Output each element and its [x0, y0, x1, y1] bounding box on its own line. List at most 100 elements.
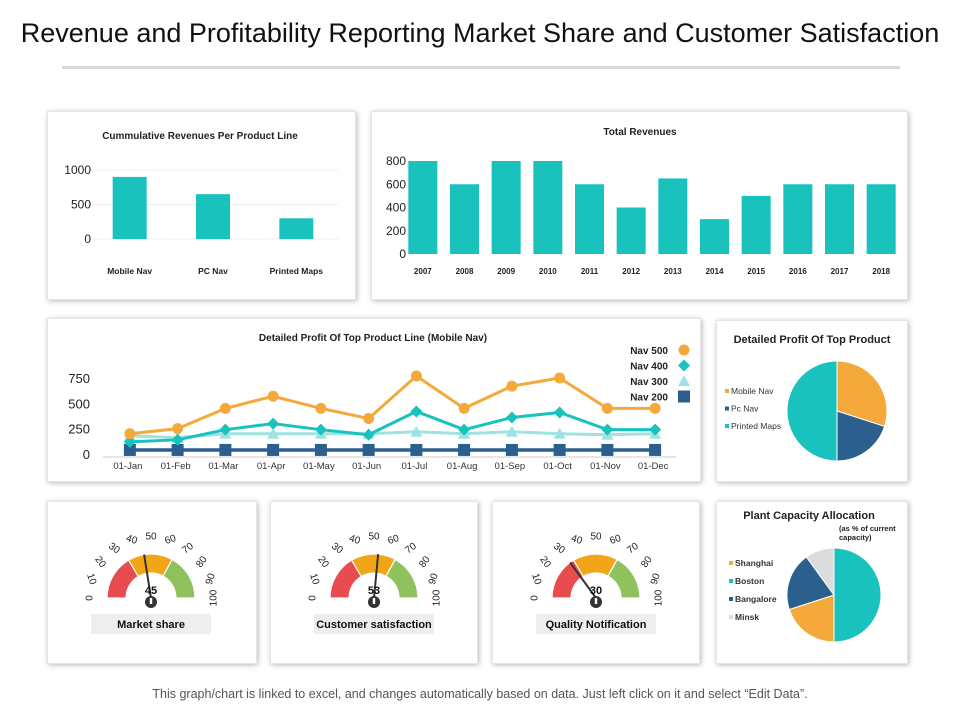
total-revenue-card: Total Revenues 0 200 400 600 800 2007 2008 2009 2… [371, 111, 908, 300]
data-point-nav-500 [410, 370, 422, 382]
chart-title: Plant Capacity Allocation [743, 510, 875, 522]
x-tick-label: PC Nav [198, 266, 228, 276]
market-share-gauge-card: 0 10 20 30 40 50 60 70 80 90 100 45 Market share [47, 501, 257, 664]
x-tick-label: 2012 [622, 267, 640, 276]
pie-slice-printed-maps [786, 360, 838, 462]
y-tick-label: 1000 [64, 163, 91, 177]
footer-note: This graph/chart is linked to excel, and… [152, 687, 808, 701]
data-point-nav-200 [649, 443, 662, 456]
gauge-label-box [314, 614, 434, 634]
bar-mobile-nav [112, 176, 147, 239]
x-tick-label: 01-Sep [495, 461, 526, 472]
x-tick-label: 2008 [456, 267, 474, 276]
x-tick-label: 2014 [706, 267, 724, 276]
legend-label: Nav 400 [630, 362, 668, 373]
x-tick-label: 2007 [414, 267, 432, 276]
legend-label: Shanghai [735, 558, 773, 568]
bar-2013 [658, 178, 688, 254]
gauge-scale-label: 40 [125, 533, 139, 547]
gauge-scale-label: 40 [570, 533, 584, 547]
gauge-scale-label: 20 [537, 554, 553, 570]
gauge-scale-label: 10 [84, 572, 98, 586]
x-tick-label: 01-Feb [161, 461, 191, 472]
gauge-scale-label: 100 [654, 589, 665, 606]
series-line-nav-300 [129, 430, 656, 440]
chart-title: Total Revenues [603, 127, 677, 138]
gauge-hub-mark [594, 598, 598, 604]
customer-satisfaction-gauge-card: 0 10 20 30 40 50 60 70 80 90 100 53 Customer satisfa… [270, 501, 478, 664]
bar-2015 [741, 195, 771, 254]
data-point-nav-500 [649, 402, 661, 414]
bar-2007 [408, 161, 438, 254]
bar-2010 [533, 161, 563, 254]
legend-swatch [729, 561, 733, 565]
gauge-green-band [385, 558, 419, 599]
legend-marker [678, 359, 690, 372]
data-point-nav-200 [362, 443, 375, 456]
y-tick-label: 400 [386, 201, 406, 215]
top-product-pie-chart: Detailed Profit Of Top Product Mobile Nav… [725, 334, 891, 462]
gauge-scale-label: 70 [625, 541, 641, 557]
gauge-needle [569, 561, 597, 599]
legend-swatch [725, 389, 729, 393]
profit-line-chart: Detailed Profit Of Top Product Line (Mob… [68, 333, 690, 472]
data-point-nav-500 [601, 402, 613, 414]
data-point-nav-400 [649, 423, 662, 436]
series-line-nav-400 [129, 409, 656, 444]
pie-slice-minsk [805, 547, 835, 597]
bar-2014 [700, 219, 729, 254]
plant-capacity-pie-card: Plant Capacity Allocation (as % of curren… [716, 501, 908, 664]
x-tick-label: 01-Nov [590, 461, 621, 472]
gauge-scale-label: 60 [386, 533, 400, 547]
legend-swatch [729, 597, 733, 601]
gauge-hub-mark [372, 598, 376, 604]
y-tick-label: 800 [386, 154, 406, 168]
gauge-scale-label: 90 [649, 572, 663, 586]
gauge-scale-label: 0 [306, 595, 317, 601]
data-point-nav-200 [314, 443, 327, 456]
x-tick-label: 2016 [789, 267, 807, 276]
gauge-scale-label: 30 [329, 541, 345, 557]
bar-pc-nav [196, 194, 230, 239]
chart-title: Detailed Profit Of Top Product Line (Mob… [259, 333, 487, 344]
quality-notification-gauge-card: 0 10 20 30 40 50 60 70 80 90 100 30 Quality Notifica… [492, 501, 700, 664]
y-tick-label: 0 [399, 247, 406, 261]
data-point-nav-500 [219, 402, 231, 414]
data-point-nav-500 [554, 372, 566, 384]
gauge-scale-label: 90 [204, 572, 218, 586]
data-point-nav-300 [410, 425, 423, 437]
y-tick-label: 250 [68, 422, 90, 437]
gauge-scale-label: 0 [528, 595, 539, 601]
gauge-value: 53 [368, 585, 380, 597]
data-point-nav-400 [458, 423, 471, 436]
gauge-needle [373, 554, 380, 599]
data-point-nav-200 [410, 443, 423, 456]
data-point-nav-400 [219, 423, 232, 436]
data-point-nav-400 [171, 433, 184, 446]
data-point-nav-500 [172, 423, 184, 435]
legend-label: Boston [735, 576, 764, 586]
legend-swatch [725, 424, 729, 428]
bar-printed-maps [279, 218, 314, 239]
data-point-nav-200 [601, 443, 614, 456]
y-tick-label: 0 [83, 447, 90, 462]
x-tick-label: 01-Jul [401, 461, 427, 472]
gauge-scale-label: 20 [315, 554, 331, 570]
y-tick-label: 0 [84, 232, 91, 246]
legend-marker [678, 375, 690, 386]
gauge-scale-label: 80 [417, 554, 433, 570]
gauge-scale-label: 80 [194, 554, 210, 570]
pie-slice-boston [833, 547, 882, 643]
data-point-nav-400 [123, 435, 136, 448]
data-point-nav-400 [601, 423, 614, 436]
data-point-nav-200 [505, 443, 518, 456]
data-point-nav-300 [505, 425, 518, 437]
legend-label: Nav 300 [630, 377, 668, 388]
legend-label: Minsk [735, 612, 759, 622]
bar-2016 [783, 184, 813, 254]
chart-title: Cummulative Revenues Per Product Line [102, 131, 298, 142]
gauge-green-band [162, 558, 196, 599]
x-tick-label: 2013 [664, 267, 682, 276]
pie-slice-pc-nav [836, 410, 886, 462]
gauge-scale-label: 90 [427, 572, 441, 586]
